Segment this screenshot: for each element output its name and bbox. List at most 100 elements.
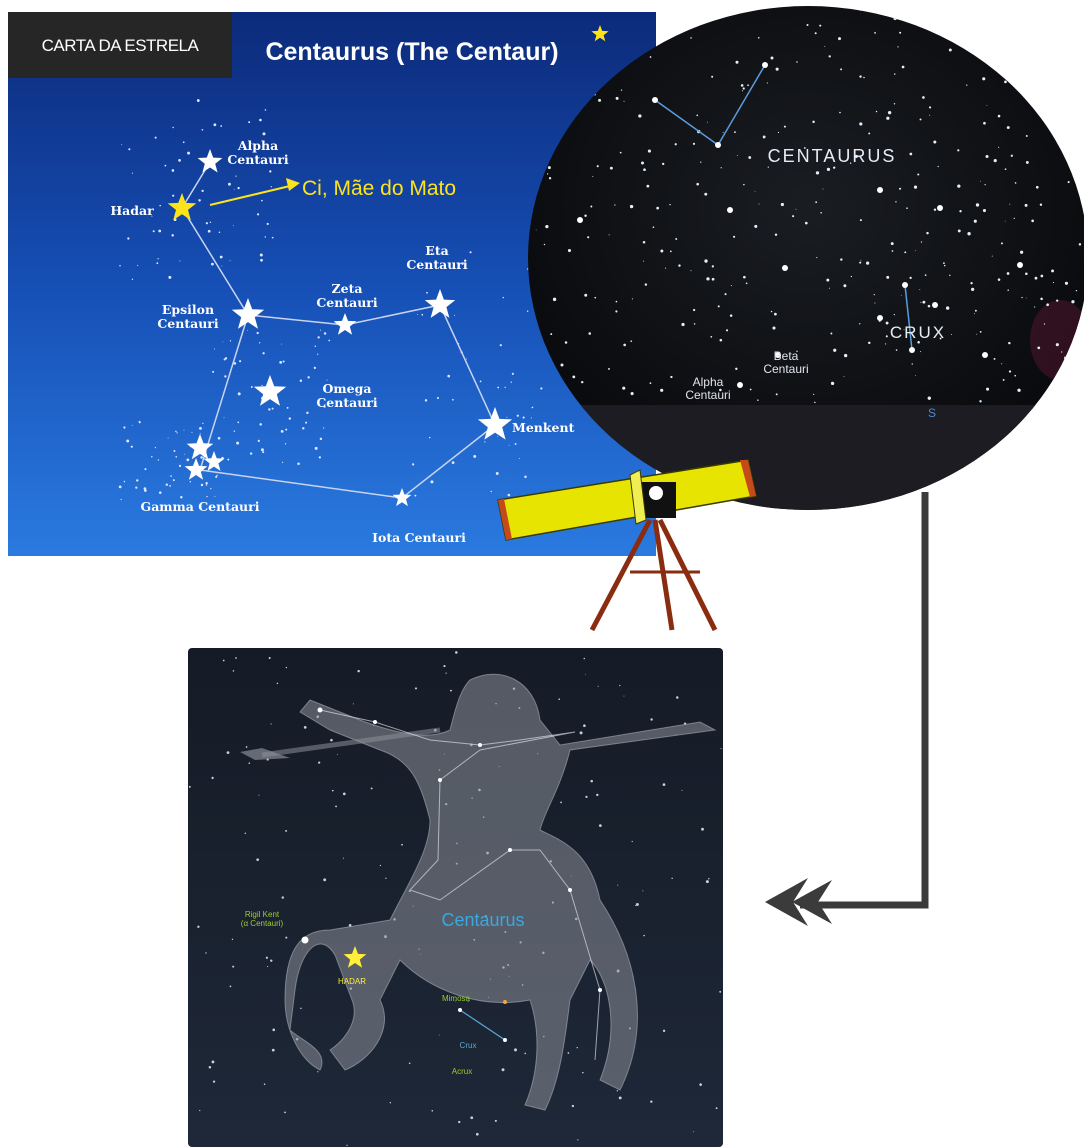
background-star: [328, 340, 330, 342]
background-star: [305, 422, 307, 424]
label-line: Menkent: [512, 420, 575, 435]
background-star: [198, 199, 200, 201]
background-star: [1005, 67, 1007, 69]
background-star: [700, 161, 701, 162]
background-star: [902, 66, 905, 69]
background-star: [984, 25, 985, 26]
background-star: [224, 358, 226, 360]
background-star: [1005, 168, 1007, 170]
background-star: [237, 187, 239, 189]
background-star: [796, 209, 797, 210]
background-star: [643, 261, 644, 262]
background-star: [567, 1052, 569, 1054]
background-star: [774, 313, 777, 316]
background-star: [332, 790, 334, 792]
background-star: [210, 222, 211, 223]
background-star: [421, 314, 423, 316]
background-star: [735, 368, 737, 370]
background-star: [260, 259, 263, 262]
background-star: [553, 298, 556, 301]
star: [937, 205, 943, 211]
background-star: [523, 417, 525, 419]
background-star: [742, 90, 743, 91]
background-star: [267, 223, 269, 225]
background-star: [304, 726, 307, 729]
background-star: [645, 283, 647, 285]
background-star: [545, 225, 548, 228]
background-star: [718, 305, 720, 307]
background-star: [1003, 65, 1006, 68]
background-star: [224, 375, 226, 377]
background-star: [1019, 61, 1021, 63]
background-star: [1007, 126, 1010, 129]
background-star: [588, 332, 591, 335]
background-star: [840, 68, 842, 70]
background-star: [261, 200, 263, 202]
background-star: [967, 232, 970, 235]
background-star: [943, 262, 945, 264]
background-star: [926, 232, 928, 234]
background-star: [863, 77, 865, 79]
background-star: [470, 1116, 473, 1119]
label-line: HADAR: [338, 977, 366, 986]
background-star: [1025, 69, 1027, 71]
background-star: [135, 487, 137, 489]
background-star: [270, 723, 271, 724]
background-star: [899, 188, 901, 190]
background-star: [1023, 62, 1025, 64]
background-star: [706, 880, 709, 883]
background-star: [826, 279, 829, 282]
background-star: [675, 143, 677, 145]
background-star: [572, 375, 575, 378]
background-star: [343, 858, 344, 859]
background-star: [220, 125, 222, 127]
background-star: [1075, 343, 1076, 344]
background-star: [983, 209, 986, 212]
background-star: [230, 986, 232, 988]
background-star: [596, 794, 598, 796]
background-star: [1054, 29, 1055, 30]
background-star: [915, 375, 916, 376]
background-star: [1077, 86, 1078, 87]
background-star: [380, 865, 381, 866]
background-star: [976, 203, 979, 206]
background-star: [839, 112, 841, 114]
background-star: [191, 432, 192, 433]
background-star: [998, 115, 1001, 118]
background-star: [1060, 21, 1061, 22]
background-star: [144, 468, 146, 470]
background-star: [748, 156, 751, 159]
background-star: [876, 111, 877, 112]
background-star: [426, 292, 428, 294]
background-star: [158, 230, 161, 233]
background-star: [581, 381, 583, 383]
background-star: [759, 204, 760, 205]
background-star: [132, 173, 133, 174]
background-star: [590, 205, 592, 207]
background-star: [271, 186, 272, 187]
background-star: [632, 298, 633, 299]
background-star: [165, 165, 167, 167]
background-star: [454, 315, 455, 316]
background-star: [736, 61, 739, 64]
background-star: [527, 268, 528, 269]
background-star: [906, 207, 908, 209]
background-star: [630, 205, 633, 208]
background-star: [224, 417, 225, 418]
background-star: [458, 1121, 460, 1123]
background-star: [767, 82, 768, 83]
background-star: [323, 878, 326, 881]
background-star: [175, 431, 177, 433]
background-star: [455, 651, 458, 654]
background-star: [234, 430, 235, 431]
background-star: [712, 265, 714, 267]
background-star: [190, 481, 191, 482]
background-star: [259, 423, 262, 426]
background-star: [901, 295, 902, 296]
background-star: [233, 670, 235, 672]
star: [302, 937, 309, 944]
background-star: [757, 399, 759, 401]
background-star: [859, 323, 860, 324]
background-star: [580, 731, 583, 734]
background-star: [737, 155, 738, 156]
